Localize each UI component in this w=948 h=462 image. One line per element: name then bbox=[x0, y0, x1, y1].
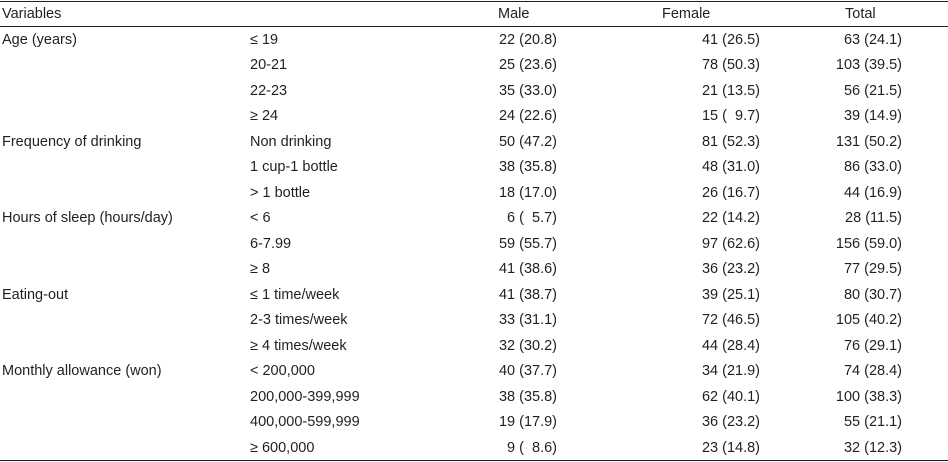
cell-male: 32 (30.2) bbox=[498, 337, 557, 354]
table-row: 2-3 times/week 33 (31.1) 72 (46.5) 105 (40.… bbox=[0, 308, 948, 334]
row-category-label: 6-7.99 bbox=[250, 235, 292, 252]
cell-female: 21 (13.5) bbox=[701, 82, 760, 99]
table-row: Frequency of drinking Non drinking 50 (47.… bbox=[0, 130, 948, 156]
table-top-rule bbox=[0, 1, 948, 2]
row-category-label: 1 cup-1 bottle bbox=[250, 159, 338, 175]
row-category-label: 400,000-599,999 bbox=[250, 414, 360, 430]
table-row: 20-21 25 (23.6) 78 (50.3) 103 (39.5) bbox=[0, 53, 948, 79]
cell-total: 56 (21.5) bbox=[843, 82, 902, 99]
cell-male: 24 (22.6) bbox=[498, 108, 557, 124]
cell-female: 39 (25.1) bbox=[701, 286, 760, 303]
header-male: Male bbox=[498, 6, 530, 22]
cell-female: 44 (28.4) bbox=[701, 337, 760, 354]
cell-total: 131 (50.2) bbox=[835, 133, 902, 150]
row-category-label: ≤ 19 bbox=[250, 31, 279, 48]
row-category-label: < 200,000 bbox=[250, 363, 315, 379]
cell-male: 41 (38.7) bbox=[498, 286, 557, 303]
cell-total: 76 (29.1) bbox=[843, 337, 902, 354]
cell-male: 38 (35.8) bbox=[498, 159, 557, 175]
cell-male: 22 (20.8) bbox=[498, 31, 557, 48]
row-variable-label: Eating-out bbox=[2, 286, 69, 303]
row-category-label: ≥ 600,000 bbox=[250, 439, 315, 456]
cell-total: 156 (59.0) bbox=[835, 235, 902, 252]
cell-female: 34 (21.9) bbox=[701, 363, 760, 379]
cell-total: 74 (28.4) bbox=[843, 363, 902, 379]
cell-female: 36 (23.2) bbox=[701, 414, 760, 430]
table-row: 200,000-399,999 38 (35.8) 62 (40.1) 100 (38… bbox=[0, 385, 948, 411]
cell-total: 44 (16.9) bbox=[843, 184, 902, 201]
table-row: 400,000-599,999 19 (17.9) 36 (23.2) 55 (21.… bbox=[0, 410, 948, 436]
table-bottom-rule bbox=[0, 460, 948, 461]
cell-male: 6 ( 5.7) bbox=[507, 210, 557, 226]
cell-female: 23 (14.8) bbox=[701, 439, 760, 456]
row-category-label: ≥ 8 bbox=[250, 261, 271, 277]
cell-male: 41 (38.6) bbox=[498, 261, 557, 277]
cell-female: 26 (16.7) bbox=[701, 184, 760, 201]
cell-total: 103 (39.5) bbox=[835, 57, 902, 73]
row-category-label: < 6 bbox=[250, 210, 271, 226]
cell-female: 36 (23.2) bbox=[701, 261, 760, 277]
table-row: > 1 bottle 18 (17.0) 26 (16.7) 44 (16.9) bbox=[0, 181, 948, 207]
header-female: Female bbox=[662, 6, 711, 22]
table-row: ≥ 4 times/week 32 (30.2) 44 (28.4) 76 (29.1… bbox=[0, 334, 948, 360]
cell-total: 32 (12.3) bbox=[843, 439, 902, 456]
table-row: ≥ 8 41 (38.6) 36 (23.2) 77 (29.5) bbox=[0, 257, 948, 283]
cell-male: 19 (17.9) bbox=[498, 414, 557, 430]
cell-total: 80 (30.7) bbox=[843, 286, 902, 303]
header-variables: Variables bbox=[2, 6, 62, 22]
row-category-label: 2-3 times/week bbox=[250, 312, 348, 328]
table-row: Age (years) ≤ 19 22 (20.8) 41 (26.5) 63 (24.… bbox=[0, 28, 948, 54]
table-row: Monthly allowance (won) < 200,000 40 (37.7… bbox=[0, 359, 948, 385]
cell-female: 62 (40.1) bbox=[701, 388, 760, 405]
cell-total: 55 (21.1) bbox=[843, 414, 902, 430]
row-category-label: ≥ 4 times/week bbox=[250, 337, 347, 354]
table-row: Eating-out ≤ 1 time/week 41 (38.7) 39 (25.1… bbox=[0, 283, 948, 309]
cell-total: 100 (38.3) bbox=[835, 388, 902, 405]
cell-female: 41 (26.5) bbox=[701, 31, 760, 48]
table-row: 22-23 35 (33.0) 21 (13.5) 56 (21.5) bbox=[0, 79, 948, 105]
cell-female: 97 (62.6) bbox=[701, 235, 760, 252]
cell-female: 48 (31.0) bbox=[701, 159, 760, 175]
header-rule bbox=[0, 26, 948, 27]
table-row: 6-7.99 59 (55.7) 97 (62.6) 156 (59.0) bbox=[0, 232, 948, 258]
row-variable-label: Age (years) bbox=[2, 31, 77, 48]
cell-total: 39 (14.9) bbox=[843, 108, 902, 124]
row-category-label: 200,000-399,999 bbox=[250, 388, 360, 405]
cell-male: 25 (23.6) bbox=[498, 57, 557, 73]
row-variable-label: Hours of sleep (hours/day) bbox=[2, 210, 173, 226]
cell-male: 40 (37.7) bbox=[498, 363, 557, 379]
table-row: 1 cup-1 bottle 38 (35.8) 48 (31.0) 86 (33.0… bbox=[0, 155, 948, 181]
cell-total: 105 (40.2) bbox=[835, 312, 902, 328]
cell-male: 59 (55.7) bbox=[498, 235, 557, 252]
cell-male: 35 (33.0) bbox=[498, 82, 557, 99]
row-variable-label: Monthly allowance (won) bbox=[2, 363, 162, 379]
row-category-label: ≥ 24 bbox=[250, 108, 279, 124]
cell-female: 81 (52.3) bbox=[701, 133, 760, 150]
row-category-label: 20-21 bbox=[250, 57, 288, 73]
row-category-label: ≤ 1 time/week bbox=[250, 286, 340, 303]
row-category-label: Non drinking bbox=[250, 133, 332, 150]
cell-total: 63 (24.1) bbox=[843, 31, 902, 48]
cell-total: 77 (29.5) bbox=[843, 261, 902, 277]
table-row: ≥ 600,000 9 ( 8.6) 23 (14.8) 32 (12.3) bbox=[0, 436, 948, 462]
cell-male: 9 ( 8.6) bbox=[507, 439, 557, 456]
cell-total: 86 (33.0) bbox=[843, 159, 902, 175]
header-total: Total bbox=[845, 6, 876, 22]
cell-total: 28 (11.5) bbox=[845, 210, 902, 226]
cell-female: 15 ( 9.7) bbox=[701, 108, 760, 124]
table-row: ≥ 24 24 (22.6) 15 ( 9.7) 39 (14.9) bbox=[0, 104, 948, 130]
cell-male: 50 (47.2) bbox=[498, 133, 557, 150]
cell-male: 38 (35.8) bbox=[498, 388, 557, 405]
cell-female: 22 (14.2) bbox=[701, 210, 760, 226]
cell-female: 72 (46.5) bbox=[701, 312, 760, 328]
row-category-label: 22-23 bbox=[250, 82, 288, 99]
cell-female: 78 (50.3) bbox=[701, 57, 760, 73]
cell-male: 33 (31.1) bbox=[498, 312, 557, 328]
cell-male: 18 (17.0) bbox=[498, 184, 557, 201]
row-category-label: > 1 bottle bbox=[250, 184, 311, 201]
table-row: Hours of sleep (hours/day) < 6 6 ( 5.7) 22 … bbox=[0, 206, 948, 232]
row-variable-label: Frequency of drinking bbox=[2, 133, 142, 150]
